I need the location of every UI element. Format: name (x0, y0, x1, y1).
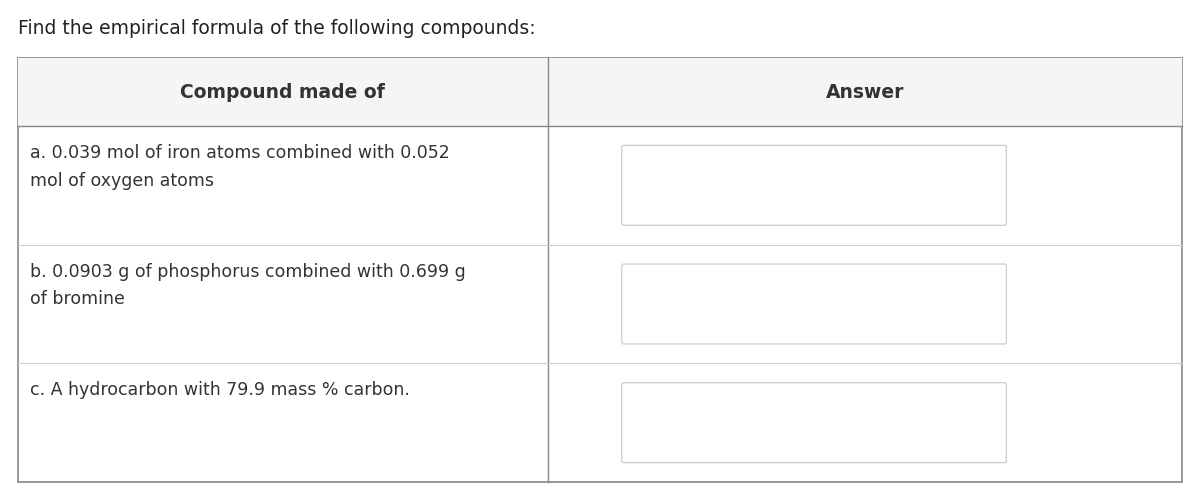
Text: Find the empirical formula of the following compounds:: Find the empirical formula of the follow… (18, 19, 535, 38)
Text: c. A hydrocarbon with 79.9 mass % carbon.: c. A hydrocarbon with 79.9 mass % carbon… (30, 381, 410, 399)
FancyBboxPatch shape (622, 264, 1007, 344)
Text: b. 0.0903 g of phosphorus combined with 0.699 g
of bromine: b. 0.0903 g of phosphorus combined with … (30, 263, 466, 309)
Text: a. 0.039 mol of iron atoms combined with 0.052
mol of oxygen atoms: a. 0.039 mol of iron atoms combined with… (30, 144, 450, 190)
FancyBboxPatch shape (622, 383, 1007, 463)
Bar (18, 58, 1182, 126)
Text: Answer: Answer (826, 82, 904, 101)
Text: Compound made of: Compound made of (180, 82, 385, 101)
FancyBboxPatch shape (622, 146, 1007, 225)
Bar (18, 58, 1182, 482)
